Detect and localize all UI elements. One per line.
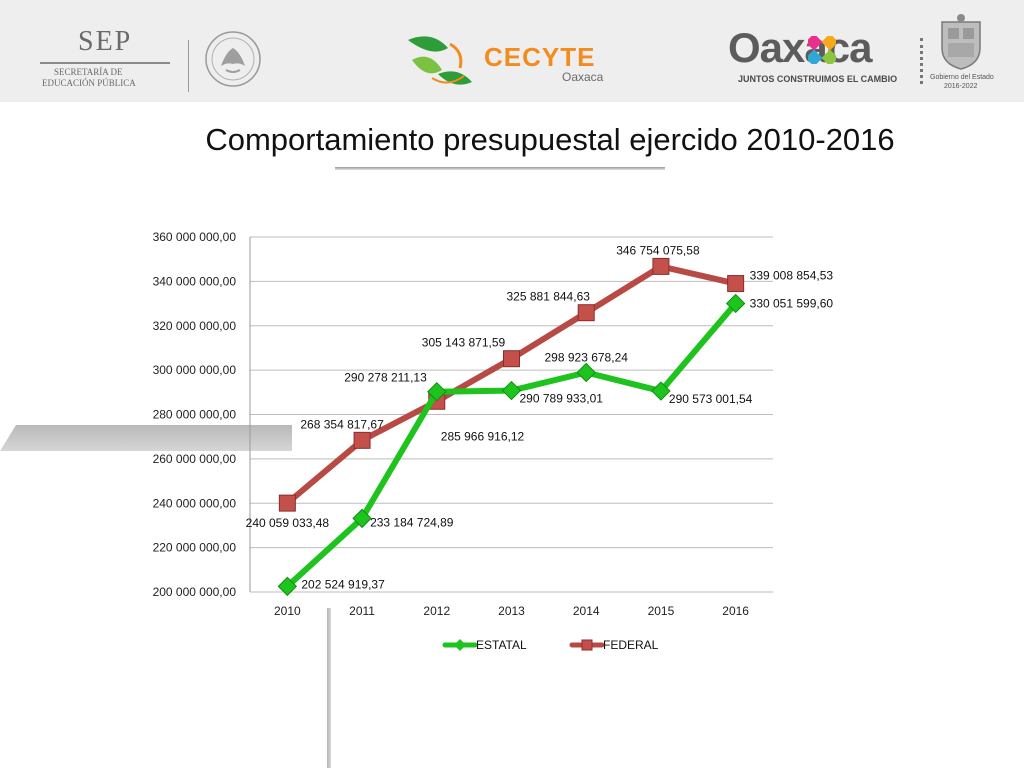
y-tick-label: 340 000 000,00 [153, 274, 237, 288]
data-point-federal [353, 431, 371, 449]
y-tick-label: 220 000 000,00 [153, 541, 237, 555]
header-band: SEP SECRETARÍA DE EDUCACIÓN PÚBLICA CECY… [0, 0, 1024, 102]
gobierno-logo: Gobierno del Estado 2016-2022 [928, 14, 994, 94]
header-divider [188, 40, 189, 92]
title-underline [335, 167, 665, 170]
gobierno-logo-line2: 2016-2022 [944, 83, 978, 90]
oaxaca-logo-slogan: JUNTOS CONSTRUIMOS EL CAMBIO [738, 74, 898, 84]
data-point-federal [278, 494, 296, 512]
y-tick-label: 360 000 000,00 [153, 230, 237, 244]
data-point-estatal [352, 508, 372, 529]
oaxaca-x-flower-icon [808, 36, 836, 64]
coat-of-arms-seal [204, 30, 262, 88]
data-point-estatal [651, 381, 671, 401]
x-tick-label: 2013 [498, 604, 525, 618]
sep-logo-title: SEP [78, 26, 133, 57]
x-tick-label: 2012 [423, 604, 450, 618]
data-point-federal [577, 304, 595, 322]
y-tick-label: 300 000 000,00 [153, 363, 237, 377]
sep-logo-rule [40, 62, 170, 64]
data-point-federal [652, 257, 670, 275]
data-label-federal: 268 354 817,67 [300, 417, 384, 431]
data-label-estatal: 202 524 919,37 [301, 577, 385, 591]
data-label-estatal: 298 923 678,24 [545, 351, 629, 365]
page-title: Comportamiento presupuestal ejercido 201… [205, 122, 895, 157]
y-tick-label: 200 000 000,00 [153, 585, 237, 599]
data-label-estatal: 330 051 599,60 [750, 296, 834, 310]
data-label-federal: 285 966 916,12 [441, 429, 525, 443]
oaxaca-logo-name: Oaxaca [728, 24, 872, 71]
x-tick-label: 2011 [349, 604, 375, 618]
sep-logo: SEP SECRETARÍA DE EDUCACIÓN PÚBLICA [40, 26, 180, 90]
legend-marker-square [581, 639, 593, 651]
y-tick-label: 280 000 000,00 [153, 408, 237, 422]
gobierno-logo-line1: Gobierno del Estado [930, 74, 994, 81]
decorative-vertical-line [327, 608, 331, 768]
x-tick-label: 2016 [722, 604, 749, 618]
x-tick-label: 2010 [274, 604, 301, 618]
y-tick-label: 260 000 000,00 [153, 452, 237, 466]
data-point-estatal [427, 381, 447, 402]
cecyte-logo: CECYTE Oaxaca [402, 30, 612, 92]
legend-label: FEDERAL [603, 638, 659, 652]
data-label-estatal: 290 789 933,01 [520, 392, 604, 406]
data-label-federal: 346 754 075,58 [616, 243, 700, 257]
data-point-estatal [277, 576, 298, 597]
data-label-estatal: 290 573 001,54 [669, 392, 753, 406]
header-dotted-divider [920, 38, 923, 84]
legend-label: ESTATAL [476, 638, 527, 652]
sep-logo-line2: EDUCACIÓN PÚBLICA [42, 78, 136, 88]
legend-marker-diamond [454, 639, 466, 651]
data-point-federal [503, 350, 520, 368]
data-label-estatal: 290 278 211,13 [344, 371, 427, 385]
cecyte-logo-subtitle: Oaxaca [562, 70, 604, 84]
cecyte-logo-name: CECYTE [484, 42, 596, 72]
x-tick-label: 2014 [573, 604, 600, 618]
data-label-federal: 325 881 844,63 [507, 290, 591, 304]
decorative-bar [0, 425, 292, 451]
oaxaca-logo: Oaxaca JUNTOS CONSTRUIMOS EL CAMBIO [728, 24, 908, 88]
cecyte-leaf-icon [408, 36, 472, 85]
data-label-federal: 305 143 871,59 [422, 336, 506, 350]
data-point-estatal [501, 380, 522, 401]
x-tick-label: 2015 [648, 604, 675, 618]
y-tick-label: 240 000 000,00 [153, 496, 237, 510]
sep-logo-line1: SECRETARÍA DE [54, 67, 123, 77]
data-point-estatal [576, 362, 596, 383]
data-label-estatal: 233 184 724,89 [370, 515, 454, 529]
data-label-federal: 240 059 033,48 [246, 516, 330, 530]
oaxaca-state-seal-icon [941, 14, 981, 70]
data-point-federal [727, 275, 745, 293]
y-tick-label: 320 000 000,00 [153, 319, 237, 333]
data-label-federal: 339 008 854,53 [750, 269, 834, 283]
data-point-estatal [725, 293, 746, 314]
